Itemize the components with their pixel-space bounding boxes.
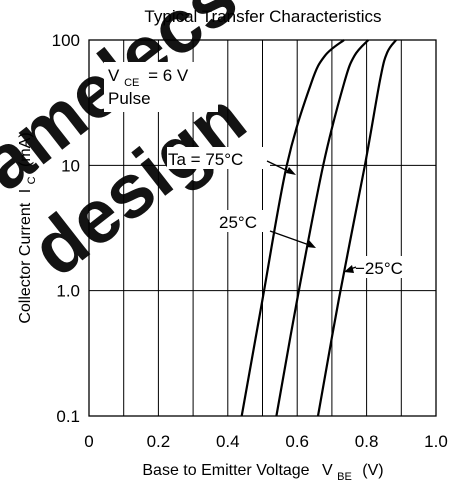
y-axis-symbol: I (17, 189, 34, 193)
y-axis-label: Collector Current I C (mA) (17, 132, 39, 323)
x-axis-ticks: 0 0.2 0.4 0.6 0.8 1.0 (84, 432, 448, 451)
series-curve-0 (240, 39, 345, 417)
series-curves (240, 39, 397, 417)
x-tick-label: 0.2 (147, 432, 171, 451)
chart-title: Typical Transfer Characteristics (144, 7, 381, 26)
series-curve-2 (316, 39, 397, 417)
x-tick-label: 0 (84, 432, 93, 451)
x-axis-label: Base to Emitter Voltage V BE (V) (142, 462, 383, 484)
conditions-background (104, 62, 218, 112)
x-tick-label: 0.4 (216, 432, 240, 451)
y-tick-label: 100 (52, 31, 80, 50)
y-axis-subscript: C (26, 176, 38, 184)
vce-value: = 6 V (148, 66, 189, 85)
y-tick-label: 0.1 (56, 407, 80, 426)
conditions-mode: Pulse (108, 89, 151, 108)
plot-frame (88, 39, 437, 417)
series-label-m25: −25°C (355, 259, 403, 278)
conditions-vce: V CE = 6 V (108, 66, 189, 90)
y-axis-unit: (mA) (17, 132, 34, 167)
vce-symbol: V (108, 66, 120, 85)
series-curve-1 (275, 39, 370, 417)
x-axis-subscript: BE (337, 471, 352, 483)
y-tick-label: 1.0 (56, 282, 80, 301)
y-axis-label-text: Collector Current (17, 202, 34, 323)
x-tick-label: 1.0 (424, 432, 448, 451)
series-label-75: Ta = 75°C (168, 150, 243, 169)
series-label-bg-m25 (353, 256, 429, 278)
watermark: amelecs design (0, 0, 261, 293)
x-axis-unit: (V) (362, 462, 383, 479)
series-label-25: 25°C (219, 213, 257, 232)
y-tick-label: 10 (61, 156, 80, 175)
series-arrow-25 (306, 240, 316, 248)
vce-subscript: CE (124, 77, 139, 89)
x-tick-label: 0.8 (355, 432, 379, 451)
series-leader-25 (269, 230, 313, 247)
series-label-bg-75 (167, 147, 270, 169)
x-axis-symbol: V (322, 462, 333, 479)
series-arrow-m25 (344, 265, 354, 273)
series-arrow-75 (286, 167, 296, 175)
x-axis-label-text: Base to Emitter Voltage (142, 462, 309, 479)
series-label-bg-25 (218, 210, 273, 232)
x-tick-label: 0.6 (285, 432, 309, 451)
y-axis-ticks: 0.1 1.0 10 100 (52, 31, 80, 426)
